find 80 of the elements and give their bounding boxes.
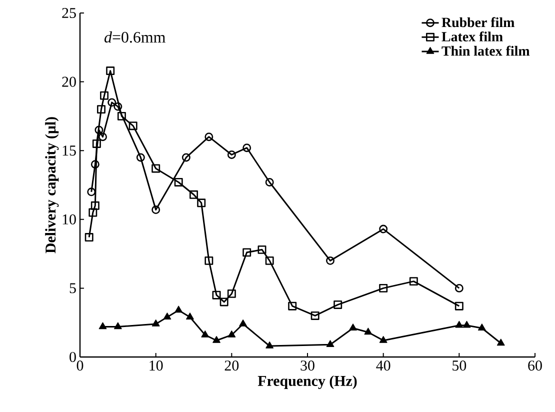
point — [114, 322, 122, 330]
point — [379, 284, 388, 292]
point — [204, 132, 214, 142]
point — [326, 256, 334, 265]
point — [128, 122, 138, 130]
point — [197, 198, 206, 208]
point — [326, 340, 334, 348]
point — [190, 190, 198, 199]
point — [258, 245, 266, 254]
point — [114, 102, 122, 111]
point — [212, 290, 221, 300]
y-tick-label: 5 — [70, 283, 76, 294]
point — [478, 324, 486, 330]
x-tick-label: 10 — [150, 360, 163, 371]
x-axis-title: Frequency (Hz) — [258, 375, 357, 390]
point — [242, 248, 252, 257]
point — [310, 311, 320, 320]
x-tick-label: 0 — [76, 360, 84, 371]
legend-label: Latex film — [442, 31, 503, 42]
point — [98, 132, 107, 142]
point — [379, 336, 388, 343]
point — [90, 160, 100, 169]
point — [97, 105, 106, 114]
point — [117, 112, 126, 120]
point — [349, 324, 357, 330]
point — [204, 256, 214, 265]
legend-label: Rubber film — [442, 17, 514, 28]
y-axis-title: Delivery capacity (μl) — [45, 117, 59, 254]
point — [462, 320, 471, 328]
point — [454, 284, 464, 292]
y-tick-label: 25 — [62, 8, 76, 18]
y-tick-label: 0 — [70, 352, 76, 362]
point — [98, 322, 107, 330]
point — [106, 66, 115, 76]
point — [182, 153, 190, 162]
y-tick-label: 20 — [62, 76, 76, 87]
point — [163, 312, 172, 320]
x-tick-label: 40 — [376, 360, 390, 371]
point — [265, 178, 274, 186]
point — [201, 330, 210, 338]
point — [84, 233, 94, 242]
x-tick-label: 60 — [528, 360, 542, 371]
point — [409, 277, 418, 286]
x-tick-label: 30 — [300, 360, 314, 371]
y-tick-label: 10 — [62, 214, 76, 224]
point — [266, 342, 274, 348]
point — [496, 338, 505, 346]
point — [227, 150, 236, 159]
point — [90, 201, 100, 210]
point — [136, 153, 145, 162]
point — [174, 306, 183, 313]
point — [88, 208, 98, 217]
point — [334, 300, 342, 309]
point — [364, 328, 372, 335]
x-tick-label: 20 — [224, 360, 239, 371]
point — [94, 126, 104, 134]
point — [239, 319, 247, 326]
point — [220, 298, 228, 306]
annotation: d=0.6mm — [104, 31, 166, 43]
point — [108, 98, 116, 107]
point — [152, 164, 160, 173]
point — [174, 178, 183, 186]
legend-label: Thin latex film — [442, 46, 530, 56]
point — [152, 319, 160, 326]
point — [265, 256, 274, 265]
point — [228, 330, 236, 338]
point — [87, 188, 96, 196]
x-tick-label: 50 — [452, 360, 466, 371]
point — [454, 302, 464, 310]
point — [242, 144, 252, 152]
point — [92, 139, 101, 148]
point — [379, 224, 388, 234]
y-tick-label: 15 — [62, 146, 76, 156]
point — [212, 336, 220, 343]
point — [186, 312, 194, 320]
point — [152, 206, 160, 214]
point — [455, 320, 464, 328]
point — [227, 289, 236, 298]
point — [100, 91, 109, 100]
point — [288, 302, 297, 310]
